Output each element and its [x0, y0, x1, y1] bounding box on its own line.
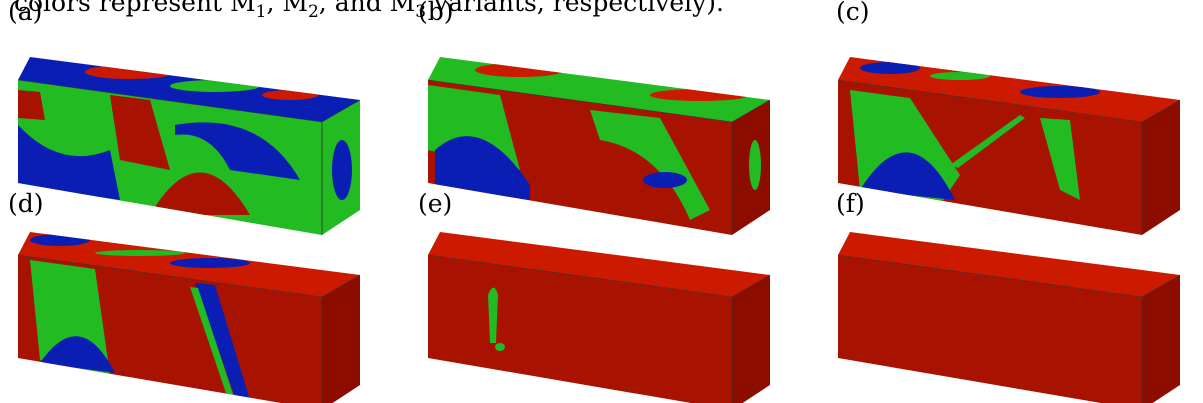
caption-text: , M — [266, 0, 308, 17]
end-face — [322, 275, 360, 403]
phase-region — [262, 90, 318, 100]
phase-region — [930, 72, 990, 80]
panel — [428, 57, 770, 235]
phase-region — [495, 343, 505, 351]
phase-region — [85, 65, 175, 79]
caption-text: , and M — [319, 0, 415, 17]
caption-subscript: 2 — [308, 2, 319, 22]
panel-label: (d) — [8, 189, 44, 218]
phase-region — [332, 140, 352, 200]
phase-region — [650, 89, 750, 101]
panel-label: (e) — [418, 189, 452, 218]
phase-region — [170, 258, 250, 268]
figure: colors represent M1, M2, and M3 variants… — [0, 0, 1203, 403]
phase-region — [1020, 86, 1100, 98]
panel — [18, 57, 360, 235]
caption-subscript: 1 — [256, 2, 267, 22]
phase-region — [30, 234, 90, 246]
phase-region — [860, 62, 920, 74]
phase-region — [95, 250, 185, 256]
end-face — [1142, 275, 1180, 403]
panel-label: (b) — [418, 0, 454, 26]
phase-region — [749, 140, 761, 190]
phase-region — [475, 63, 565, 77]
end-face — [732, 275, 770, 403]
phase-region — [643, 172, 687, 188]
end-patches — [749, 140, 761, 190]
panel — [838, 57, 1180, 235]
end-patches — [332, 140, 352, 200]
caption-text: variants, respectively). — [426, 0, 724, 17]
panel-label: (a) — [8, 0, 42, 26]
caption: colors represent M1, M2, and M3 variants… — [14, 0, 724, 22]
panel-label: (c) — [836, 0, 870, 26]
caption-text: colors represent M — [14, 0, 256, 17]
panel-label: (f) — [836, 189, 865, 218]
panel — [838, 232, 1180, 403]
phase-region — [575, 57, 625, 67]
phase-region — [170, 80, 260, 92]
end-face — [1142, 100, 1180, 235]
panel — [18, 232, 360, 403]
panel — [428, 232, 770, 403]
